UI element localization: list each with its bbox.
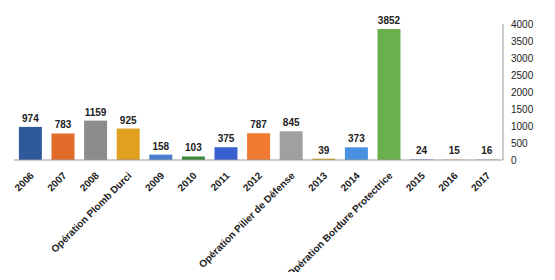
svg-text:2008: 2008 [78, 170, 102, 194]
svg-text:500: 500 [511, 138, 528, 149]
svg-text:787: 787 [250, 119, 267, 130]
svg-text:2013: 2013 [306, 170, 330, 194]
svg-text:2010: 2010 [175, 170, 199, 194]
svg-text:2015: 2015 [404, 170, 428, 194]
svg-text:2500: 2500 [511, 70, 534, 81]
svg-text:2006: 2006 [12, 170, 36, 194]
svg-text:1500: 1500 [511, 104, 534, 115]
svg-text:103: 103 [185, 142, 202, 153]
svg-text:Opération Pilier de Défense: Opération Pilier de Défense [197, 170, 297, 270]
svg-text:1159: 1159 [85, 107, 107, 118]
svg-text:373: 373 [348, 133, 365, 144]
svg-text:375: 375 [218, 133, 235, 144]
svg-text:925: 925 [120, 115, 137, 126]
svg-text:2007: 2007 [45, 170, 69, 194]
svg-text:24: 24 [416, 145, 428, 156]
svg-text:2012: 2012 [241, 170, 265, 194]
svg-text:2009: 2009 [143, 170, 167, 194]
svg-text:845: 845 [283, 117, 300, 128]
svg-text:Opération Bordure Protectrice: Opération Bordure Protectrice [285, 170, 395, 272]
svg-text:0: 0 [511, 155, 517, 166]
svg-text:15: 15 [449, 145, 461, 156]
svg-text:1000: 1000 [511, 121, 534, 132]
svg-text:2011: 2011 [208, 170, 231, 193]
svg-text:158: 158 [152, 141, 169, 152]
svg-text:Opération Plomb Durci: Opération Plomb Durci [49, 170, 134, 255]
svg-text:783: 783 [55, 119, 72, 130]
svg-text:39: 39 [318, 145, 330, 156]
svg-text:2016: 2016 [436, 170, 460, 194]
svg-text:974: 974 [22, 113, 39, 124]
svg-text:3000: 3000 [511, 53, 534, 64]
svg-text:2017: 2017 [469, 170, 493, 194]
svg-text:2000: 2000 [511, 87, 534, 98]
svg-text:16: 16 [481, 145, 493, 156]
svg-text:3852: 3852 [378, 15, 401, 26]
svg-text:3500: 3500 [511, 36, 534, 47]
svg-text:2014: 2014 [338, 170, 362, 194]
svg-text:4000: 4000 [511, 19, 534, 30]
